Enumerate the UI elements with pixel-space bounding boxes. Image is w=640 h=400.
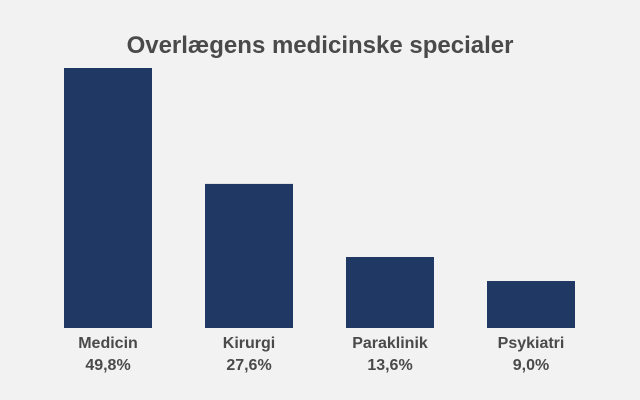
bar-kirurgi [205, 183, 293, 328]
category-label: Psykiatri [498, 335, 565, 352]
category-label: Kirurgi [223, 335, 275, 352]
category-label: Paraklinik [352, 335, 428, 352]
value-label: 13,6% [367, 357, 412, 374]
value-label: 49,8% [85, 357, 130, 374]
bar-psykiatri [487, 281, 575, 328]
value-label: 9,0% [513, 357, 549, 374]
chart-title: Overlægens medicinske specialer [126, 32, 514, 59]
value-label: 27,6% [226, 357, 271, 374]
bar-medicin [64, 68, 152, 328]
category-label: Medicin [78, 335, 138, 352]
bar-paraklinik [346, 256, 434, 328]
